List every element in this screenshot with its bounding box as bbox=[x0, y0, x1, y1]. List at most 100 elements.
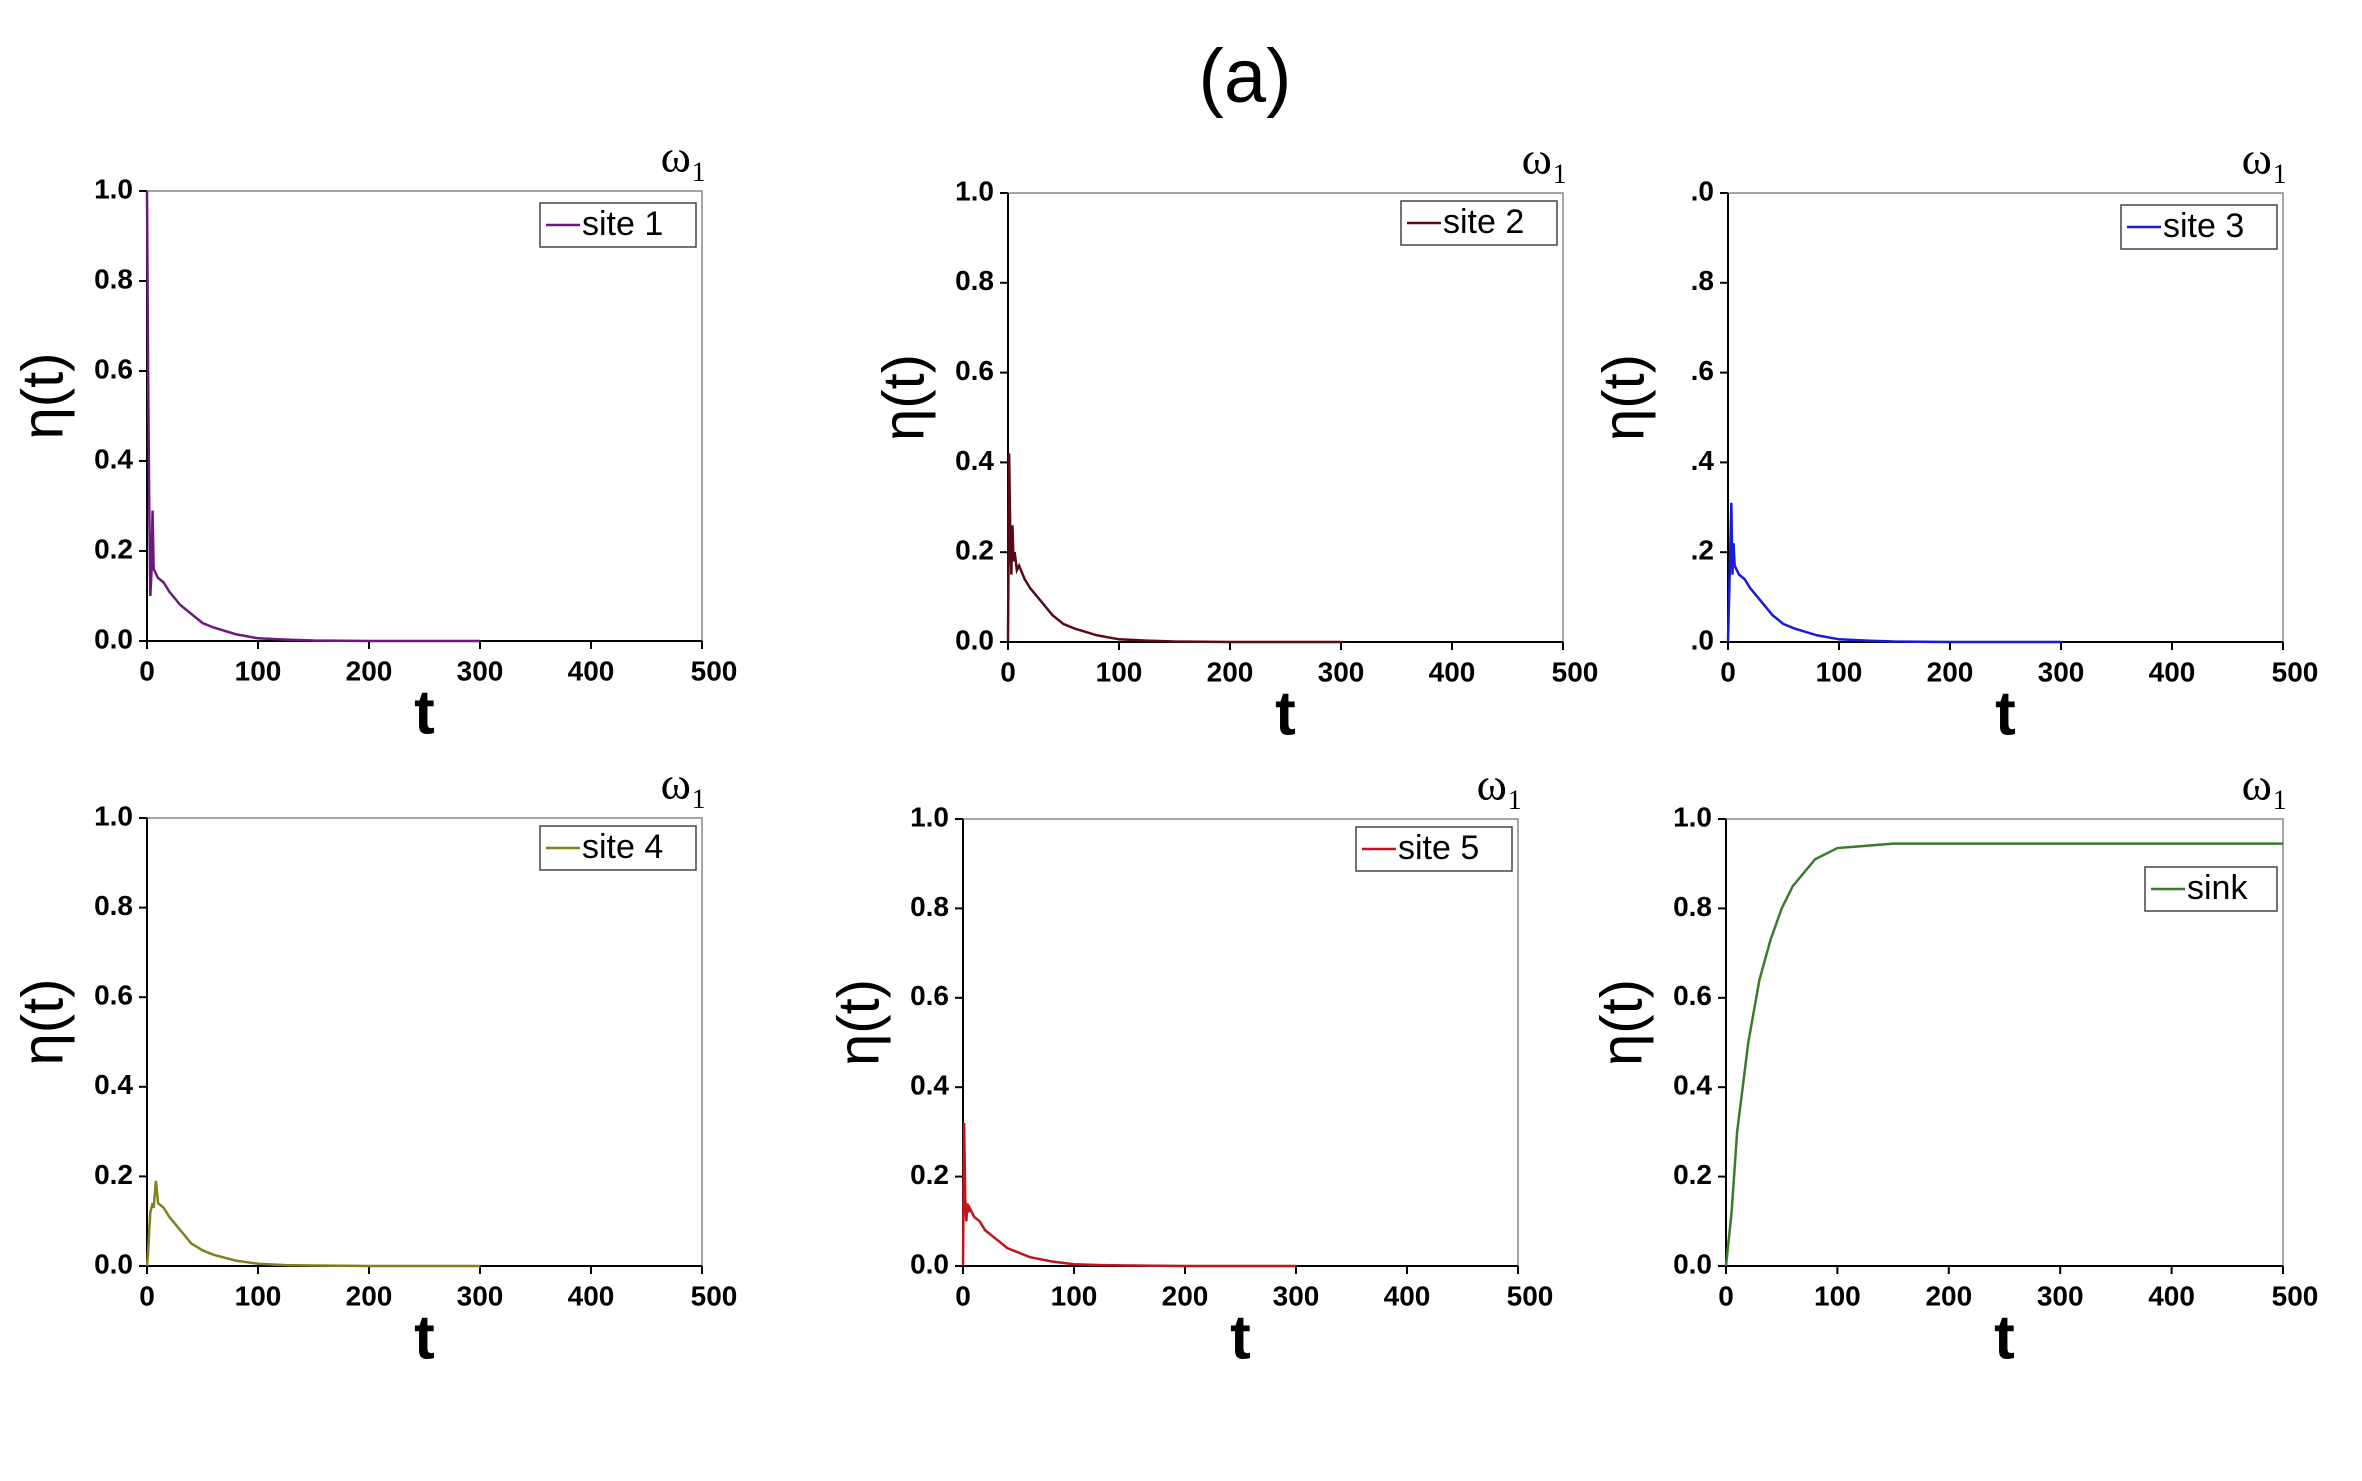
y-tick-label: 0.2 bbox=[955, 535, 994, 566]
x-axis-label: t bbox=[1995, 679, 2016, 748]
data-line bbox=[1006, 453, 1341, 644]
legend-label: site 2 bbox=[1443, 203, 1524, 241]
y-tick-label: 0.6 bbox=[94, 353, 133, 384]
legend-label: site 4 bbox=[582, 828, 663, 866]
annotation: ω₁ bbox=[2242, 759, 2288, 810]
x-tick-label: 100 bbox=[1816, 656, 1863, 687]
y-tick-label: 0.8 bbox=[955, 265, 994, 296]
subplot: 0.0 0.2 0.4 0.6 0.8 1.0 0 100 200 300 400 500 t η(t) ω… bbox=[871, 133, 1598, 749]
x-tick-label: 400 bbox=[2149, 656, 2196, 687]
data-line bbox=[961, 1122, 1296, 1268]
y-tick-label: .6 bbox=[1691, 355, 1714, 386]
legend-label: sink bbox=[2187, 869, 2248, 907]
y-tick-label: 0.4 bbox=[1673, 1070, 1712, 1101]
x-tick-label: 100 bbox=[1051, 1280, 1098, 1311]
x-tick-label: 100 bbox=[235, 1280, 282, 1311]
plot-frame bbox=[962, 818, 1519, 1267]
annotation: ω₁ bbox=[1522, 133, 1568, 184]
annotation: ω₁ bbox=[661, 758, 707, 809]
x-tick-label: 300 bbox=[1318, 656, 1365, 687]
y-tick-label: 0.0 bbox=[1673, 1248, 1712, 1279]
x-tick-label: 400 bbox=[568, 1280, 615, 1311]
x-tick-label: 500 bbox=[1552, 656, 1599, 687]
annotation: ω₁ bbox=[2242, 133, 2288, 184]
x-tick-label: 300 bbox=[2037, 1280, 2084, 1311]
x-tick-label: 100 bbox=[1814, 1280, 1861, 1311]
y-axis-label: η(t) bbox=[10, 979, 75, 1066]
y-tick-label: .8 bbox=[1691, 265, 1714, 296]
y-axis-label: η(t) bbox=[1589, 979, 1654, 1066]
data-line bbox=[1724, 842, 2283, 1267]
data-line bbox=[145, 190, 480, 643]
x-tick-label: 200 bbox=[346, 1280, 393, 1311]
y-tick-label: 0.6 bbox=[955, 355, 994, 386]
plot-frame bbox=[1007, 192, 1564, 643]
y-tick-label: 0.6 bbox=[910, 980, 949, 1011]
legend-label: site 3 bbox=[2163, 207, 2244, 245]
y-tick-label: 1.0 bbox=[1673, 801, 1712, 832]
subplot: .0.2.4.6.8.00 100 200 300 400 500tη(t)ω₁site … bbox=[1591, 133, 2318, 749]
y-tick-label: .4 bbox=[1691, 445, 1715, 476]
y-tick-label: 0.8 bbox=[94, 890, 133, 921]
y-tick-label: 0.8 bbox=[94, 263, 133, 294]
x-tick-label: 0 bbox=[1720, 656, 1736, 687]
y-tick-label: 0.0 bbox=[910, 1248, 949, 1279]
x-tick-label: 500 bbox=[2272, 1280, 2319, 1311]
legend-label: site 5 bbox=[1398, 829, 1479, 867]
x-tick-label: 0 bbox=[1000, 656, 1016, 687]
x-tick-label: 300 bbox=[1273, 1280, 1320, 1311]
subplot: 0.0 0.2 0.4 0.6 0.8 1.0 0 100 200 300 400 500 t η(t) ω… bbox=[1589, 759, 2318, 1373]
subplot: 0.0 0.2 0.4 0.6 0.8 1.0 0 100 200 300 400 500 t η(t) ω… bbox=[826, 759, 1553, 1373]
x-axis-label: t bbox=[414, 678, 435, 747]
y-tick-label: 1.0 bbox=[94, 800, 133, 831]
x-tick-label: 0 bbox=[139, 1280, 155, 1311]
annotation: ω₁ bbox=[1477, 759, 1523, 810]
data-line bbox=[145, 1180, 480, 1268]
plot-frame bbox=[146, 190, 703, 642]
plot-frame bbox=[146, 817, 703, 1267]
y-tick-label: .0 bbox=[1691, 624, 1714, 655]
y-tick-label: 0.4 bbox=[955, 445, 994, 476]
y-tick-label: .2 bbox=[1691, 535, 1714, 566]
y-tick-label: 0.2 bbox=[94, 533, 133, 564]
y-tick-label: 0.2 bbox=[910, 1159, 949, 1190]
x-tick-label: 200 bbox=[1925, 1280, 1972, 1311]
y-axis-label: η(t) bbox=[826, 979, 891, 1066]
subplot: 0.0 0.2 0.4 0.6 0.8 1.0 0 100 200 300 400 500 t η(t) ω… bbox=[10, 131, 737, 748]
y-axis-label: η(t) bbox=[871, 354, 936, 441]
y-axis-label: η(t) bbox=[10, 353, 75, 440]
y-axis-label: η(t) bbox=[1591, 354, 1656, 441]
annotation: ω₁ bbox=[661, 131, 707, 182]
x-axis-label: t bbox=[1275, 679, 1296, 748]
y-tick-label: 0.0 bbox=[955, 624, 994, 655]
y-tick-label: 0.4 bbox=[910, 1070, 949, 1101]
y-tick-label: 0.0 bbox=[94, 623, 133, 654]
x-axis-label: t bbox=[1230, 1303, 1251, 1372]
y-tick-label: 0.2 bbox=[94, 1159, 133, 1190]
plot-frame bbox=[1727, 192, 2284, 643]
subplot: 0.0 0.2 0.4 0.6 0.8 1.0 0 100 200 300 400 500 t η(t) ω… bbox=[10, 758, 737, 1373]
x-tick-label: 300 bbox=[457, 655, 504, 686]
x-tick-label: 0 bbox=[1718, 1280, 1734, 1311]
x-tick-label: 300 bbox=[2038, 656, 2085, 687]
x-tick-label: 200 bbox=[1207, 656, 1254, 687]
y-tick-label: .0 bbox=[1691, 175, 1714, 206]
y-tick-label: 0.6 bbox=[94, 980, 133, 1011]
x-tick-label: 500 bbox=[1507, 1280, 1554, 1311]
x-tick-label: 100 bbox=[1096, 656, 1143, 687]
x-axis-label: t bbox=[1994, 1303, 2015, 1372]
x-tick-label: 0 bbox=[139, 655, 155, 686]
y-tick-label: 0.6 bbox=[1673, 980, 1712, 1011]
y-tick-label: 1.0 bbox=[955, 175, 994, 206]
y-tick-label: 0.4 bbox=[94, 1069, 133, 1100]
x-tick-label: 500 bbox=[691, 655, 738, 686]
x-tick-label: 200 bbox=[1162, 1280, 1209, 1311]
x-tick-label: 400 bbox=[1384, 1280, 1431, 1311]
x-tick-label: 500 bbox=[2272, 656, 2319, 687]
x-tick-label: 200 bbox=[1927, 656, 1974, 687]
x-axis-label: t bbox=[414, 1303, 435, 1372]
x-tick-label: 400 bbox=[2148, 1280, 2195, 1311]
x-tick-label: 400 bbox=[1429, 656, 1476, 687]
legend-label: site 1 bbox=[582, 205, 663, 243]
